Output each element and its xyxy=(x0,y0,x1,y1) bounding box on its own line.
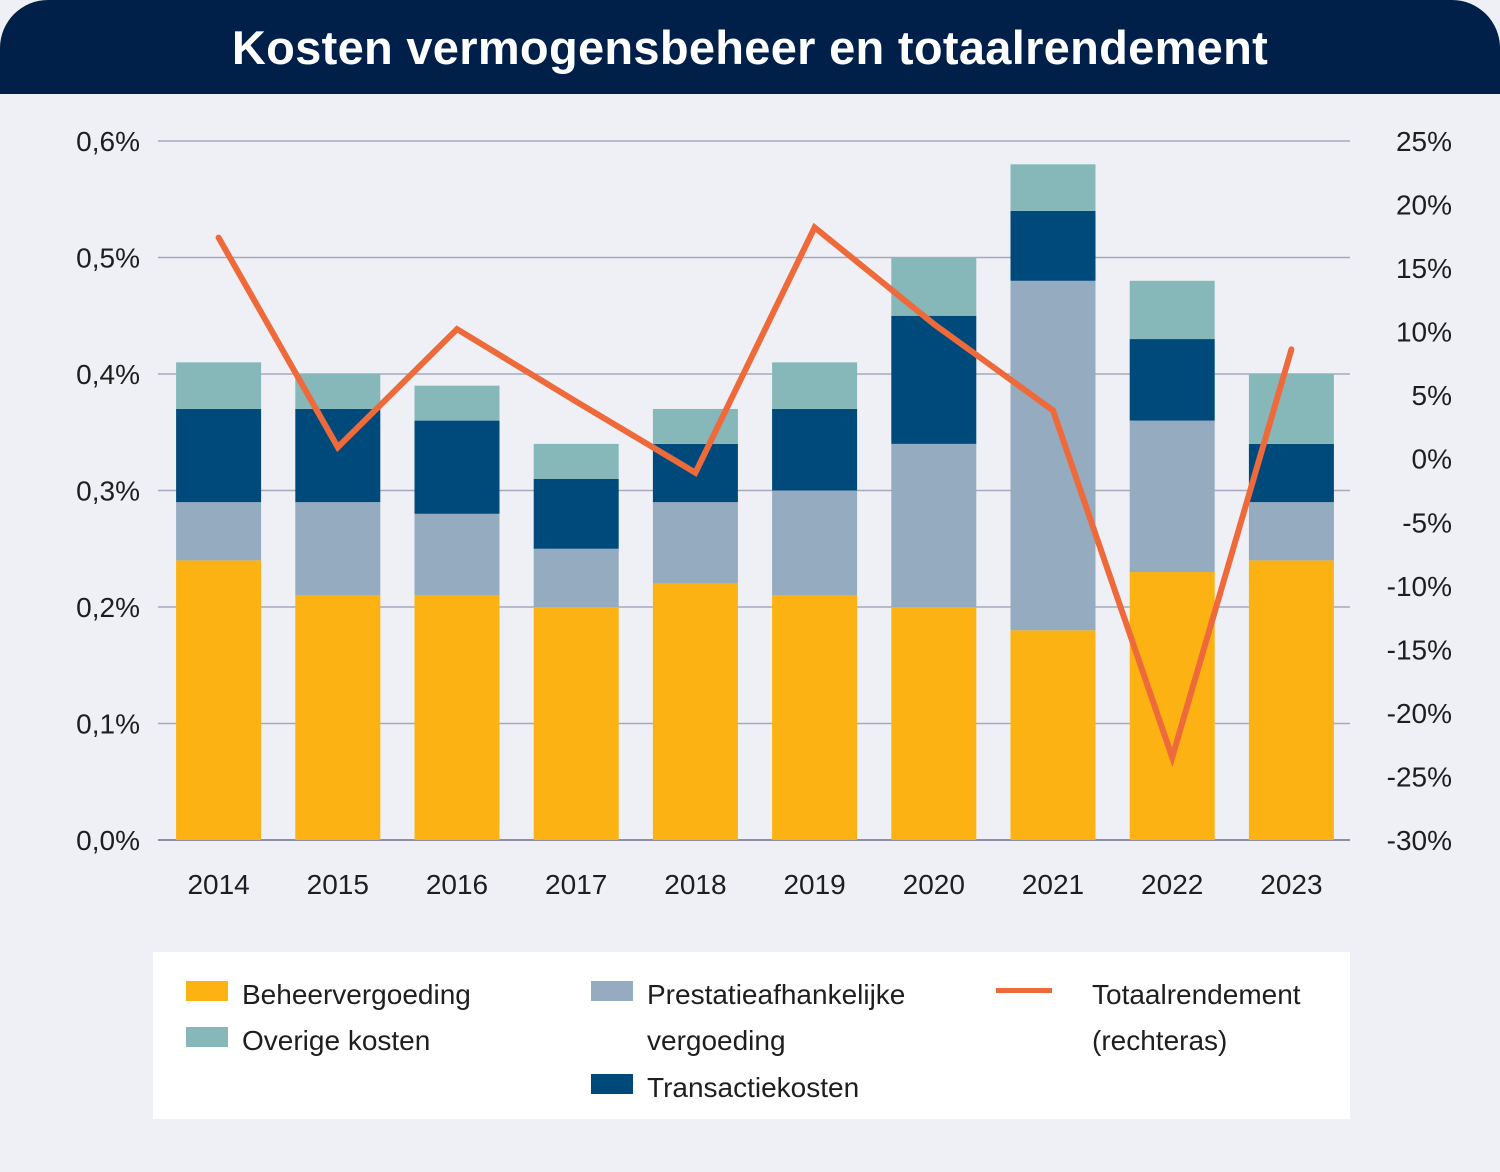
bar-overige-kosten-2019 xyxy=(772,362,858,409)
legend-item-transactiekosten: Transactiekosten xyxy=(591,1065,859,1111)
bar-beheervergoeding-2021 xyxy=(1010,630,1096,840)
bar-beheervergoeding-2018 xyxy=(652,583,738,840)
x-tick-label: 2018 xyxy=(664,869,726,900)
bars xyxy=(176,164,1334,840)
bar-transactiekosten-2017 xyxy=(533,478,619,549)
legend-label: Beheervergoeding xyxy=(242,979,471,1010)
chart-title: Kosten vermogensbeheer en totaalrendemen… xyxy=(231,20,1269,74)
right-tick-label: -30% xyxy=(1387,825,1452,856)
bar-beheervergoeding-2023 xyxy=(1248,560,1334,840)
legend-swatch-totaalrendement xyxy=(996,988,1052,993)
left-tick-label: 0,6% xyxy=(76,126,140,157)
legend-swatch-overige-kosten xyxy=(186,1027,228,1047)
left-tick-label: 0,5% xyxy=(76,243,140,274)
bar-beheervergoeding-2017 xyxy=(533,607,619,840)
left-tick-label: 0,2% xyxy=(76,592,140,623)
chart-plot: 0,0% 0,1% 0,2% 0,3% 0,4% 0,5% 0,6% -30% -25% -20… xyxy=(76,126,1452,900)
right-tick-label: -25% xyxy=(1387,761,1452,792)
right-tick-label: 5% xyxy=(1412,380,1452,411)
legend-swatch-beheervergoeding xyxy=(186,981,228,1001)
right-tick-label: -10% xyxy=(1387,571,1452,602)
legend-label: Prestatieafhankelijke vergoeding xyxy=(647,979,906,1056)
chart-header: Kosten vermogensbeheer en totaalrendemen… xyxy=(0,0,1500,94)
right-tick-label: 20% xyxy=(1396,190,1452,221)
legend-label: Transactiekosten xyxy=(647,1072,860,1103)
bar-overige-kosten-2020 xyxy=(891,257,977,316)
right-tick-label: 25% xyxy=(1396,126,1452,157)
bar-prestatieafhankelijke-vergoeding-2017 xyxy=(533,548,619,607)
bar-beheervergoeding-2020 xyxy=(891,607,977,840)
bar-prestatieafhankelijke-vergoeding-2022 xyxy=(1129,420,1215,573)
x-axis: 2014 2015 2016 2017 2018 2019 2020 2021 2022 2023 xyxy=(187,869,1322,900)
bar-prestatieafhankelijke-vergoeding-2021 xyxy=(1010,280,1096,631)
bar-transactiekosten-2021 xyxy=(1010,210,1096,281)
x-tick-label: 2016 xyxy=(426,869,488,900)
bar-beheervergoeding-2015 xyxy=(295,595,381,840)
bar-prestatieafhankelijke-vergoeding-2014 xyxy=(176,502,262,561)
bar-transactiekosten-2019 xyxy=(772,408,858,491)
bar-transactiekosten-2016 xyxy=(414,420,500,514)
bar-overige-kosten-2016 xyxy=(414,385,500,421)
x-tick-label: 2014 xyxy=(187,869,249,900)
legend-item-prestatieafhankelijke-vergoeding: Prestatieafhankelijke vergoeding xyxy=(591,972,947,1064)
bar-prestatieafhankelijke-vergoeding-2019 xyxy=(772,490,858,596)
legend-item-beheervergoeding: Beheervergoeding xyxy=(186,972,471,1018)
bar-beheervergoeding-2014 xyxy=(176,560,262,840)
bar-beheervergoeding-2019 xyxy=(772,595,858,840)
legend-item-overige-kosten: Overige kosten xyxy=(186,1018,430,1064)
bar-overige-kosten-2014 xyxy=(176,362,262,409)
bar-prestatieafhankelijke-vergoeding-2020 xyxy=(891,443,977,607)
bar-overige-kosten-2021 xyxy=(1010,164,1096,211)
right-tick-label: 10% xyxy=(1396,317,1452,348)
x-tick-label: 2015 xyxy=(307,869,369,900)
right-tick-label: -20% xyxy=(1387,698,1452,729)
left-tick-label: 0,4% xyxy=(76,359,140,390)
right-tick-label: 15% xyxy=(1396,253,1452,284)
x-tick-label: 2017 xyxy=(545,869,607,900)
legend-label: Overige kosten xyxy=(242,1025,431,1056)
x-tick-label: 2020 xyxy=(903,869,965,900)
right-tick-label: -15% xyxy=(1387,634,1452,665)
bar-transactiekosten-2015 xyxy=(295,408,381,503)
legend: Beheervergoeding Overige kosten Prestati… xyxy=(153,952,1350,1119)
right-tick-label: -5% xyxy=(1402,507,1452,538)
bar-prestatieafhankelijke-vergoeding-2015 xyxy=(295,502,381,596)
left-axis: 0,0% 0,1% 0,2% 0,3% 0,4% 0,5% 0,6% xyxy=(76,126,140,856)
bar-prestatieafhankelijke-vergoeding-2016 xyxy=(414,513,500,596)
bar-overige-kosten-2022 xyxy=(1129,280,1215,340)
left-tick-label: 0,1% xyxy=(76,709,140,740)
left-tick-label: 0,3% xyxy=(76,476,140,507)
bar-transactiekosten-2020 xyxy=(891,315,977,444)
x-tick-label: 2023 xyxy=(1260,869,1322,900)
x-tick-label: 2022 xyxy=(1141,869,1203,900)
bar-overige-kosten-2017 xyxy=(533,443,619,479)
left-tick-label: 0,0% xyxy=(76,825,140,856)
line-totaalrendement-rechteras xyxy=(215,222,1295,768)
legend-label: Totaalrendement (rechteras) xyxy=(1092,979,1301,1056)
right-tick-label: 0% xyxy=(1412,444,1452,475)
bar-prestatieafhankelijke-vergoeding-2018 xyxy=(652,502,738,584)
x-tick-label: 2019 xyxy=(783,869,845,900)
bar-prestatieafhankelijke-vergoeding-2023 xyxy=(1248,502,1334,561)
bar-transactiekosten-2014 xyxy=(176,408,262,503)
bar-beheervergoeding-2022 xyxy=(1129,572,1215,840)
legend-item-totaalrendement: Totaalrendement (rechteras) xyxy=(996,972,1332,1064)
return-line xyxy=(215,222,1295,768)
bar-beheervergoeding-2016 xyxy=(414,595,500,840)
right-axis: -30% -25% -20% -15% -10% -5% 0% 5% 10% 15% 20% 25% xyxy=(1387,126,1452,856)
legend-swatch-prestatieafhankelijke xyxy=(591,981,633,1001)
x-tick-label: 2021 xyxy=(1022,869,1084,900)
legend-swatch-transactiekosten xyxy=(591,1074,633,1094)
bar-overige-kosten-2023 xyxy=(1248,374,1334,444)
bar-transactiekosten-2022 xyxy=(1129,339,1215,421)
